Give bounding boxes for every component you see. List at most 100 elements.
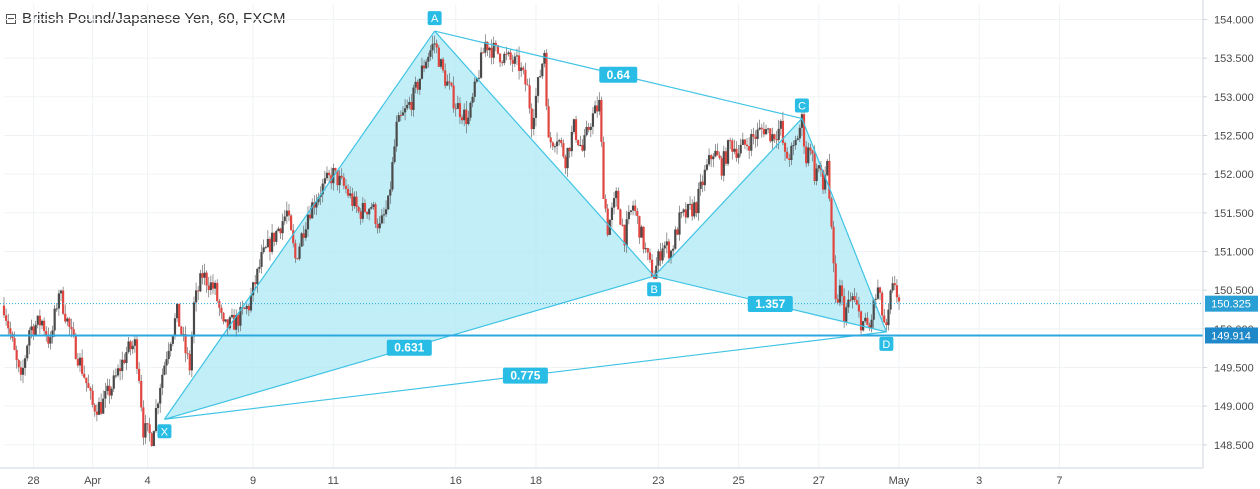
candle-body — [226, 319, 229, 329]
candle-body — [420, 65, 424, 79]
candle-body — [720, 158, 723, 176]
candle-body — [13, 338, 16, 350]
candle-body — [752, 134, 755, 137]
triangle-xab — [164, 31, 655, 420]
candle-body — [393, 146, 396, 163]
candle-body — [133, 339, 136, 346]
candle-body — [583, 135, 586, 151]
candle-body — [43, 320, 46, 332]
candle-body — [532, 117, 535, 130]
candle-body — [619, 209, 622, 225]
candle-body — [325, 172, 329, 179]
candle-body — [249, 295, 253, 311]
candle-body — [494, 42, 497, 46]
ratio-label: 0.775 — [510, 369, 540, 383]
candle-body — [317, 196, 320, 203]
candle-body — [57, 293, 60, 309]
y-tick-label: 148.500 — [1214, 440, 1254, 452]
candle-body — [710, 155, 713, 160]
candle-body — [688, 203, 692, 205]
candle-body — [560, 140, 563, 144]
point-label-box — [427, 11, 442, 26]
candle-body — [123, 359, 126, 363]
candle-body — [623, 224, 626, 246]
candle-body — [834, 263, 837, 300]
candle-body — [501, 62, 504, 64]
candle-body — [47, 335, 50, 344]
candle-body — [843, 296, 846, 322]
candle-body — [287, 210, 291, 216]
candle-body — [100, 401, 103, 414]
candle-body — [621, 224, 624, 226]
candle-body — [201, 273, 204, 278]
candle-body — [197, 290, 200, 292]
candle-body — [779, 120, 782, 129]
candle-body — [64, 313, 67, 322]
candle-body — [294, 243, 297, 259]
candle-body — [682, 209, 685, 213]
candle-body — [302, 233, 305, 238]
candle-body — [19, 367, 22, 375]
candle-body — [864, 317, 867, 322]
candle-body — [672, 248, 675, 251]
candle-body — [68, 318, 71, 328]
candle-body — [222, 312, 225, 322]
candle-body — [110, 388, 113, 396]
candle-body — [192, 302, 196, 337]
candle-body — [323, 178, 326, 184]
candle-body — [112, 375, 115, 389]
candle-body — [826, 160, 829, 176]
candle-body — [646, 248, 649, 253]
candle-body — [34, 324, 37, 335]
price-tag-label: 149.914 — [1211, 330, 1251, 342]
ratio-label: 0.631 — [394, 341, 424, 355]
x-tick-label: 25 — [732, 475, 744, 487]
candle-body — [665, 241, 668, 246]
candle-body — [270, 232, 274, 252]
candle-body — [547, 106, 550, 138]
candle-body — [756, 129, 759, 139]
candle-body — [625, 219, 628, 246]
candle-body — [790, 145, 793, 160]
candle-body — [239, 307, 242, 326]
candle-body — [24, 358, 27, 368]
candle-body — [403, 108, 407, 113]
candle-body — [496, 45, 500, 54]
candle-body — [758, 127, 761, 130]
candle-body — [705, 164, 709, 170]
candle-body — [422, 65, 426, 69]
candle-body — [691, 203, 694, 217]
candle-body — [703, 169, 706, 186]
candle-body — [121, 359, 124, 372]
candle-body — [897, 297, 901, 302]
candle-body — [674, 229, 677, 249]
candle-body — [699, 181, 702, 189]
candle-body — [722, 151, 725, 176]
collapse-icon[interactable] — [6, 13, 16, 24]
y-tick-label: 149.000 — [1214, 401, 1254, 413]
candle-body — [648, 252, 652, 260]
candle-body — [581, 144, 584, 151]
candle-body — [591, 113, 595, 127]
candle-body — [891, 283, 894, 291]
candle-body — [477, 77, 481, 79]
candle-body — [211, 282, 215, 289]
candle-body — [338, 175, 341, 186]
candle-body — [788, 158, 791, 160]
candle-body — [441, 59, 445, 71]
candle-body — [247, 305, 250, 311]
candle-body — [5, 315, 8, 321]
candle-body — [254, 282, 257, 285]
candle-body — [169, 343, 172, 351]
candle-body — [830, 198, 833, 227]
candle-body — [517, 55, 521, 71]
candle-body — [522, 67, 525, 70]
candle-body — [450, 82, 453, 86]
candle-body — [600, 99, 603, 142]
candle-body — [577, 140, 580, 146]
candle-body — [146, 423, 149, 425]
candle-body — [346, 188, 350, 196]
candle-body — [2, 305, 6, 316]
candle-body — [634, 205, 637, 211]
